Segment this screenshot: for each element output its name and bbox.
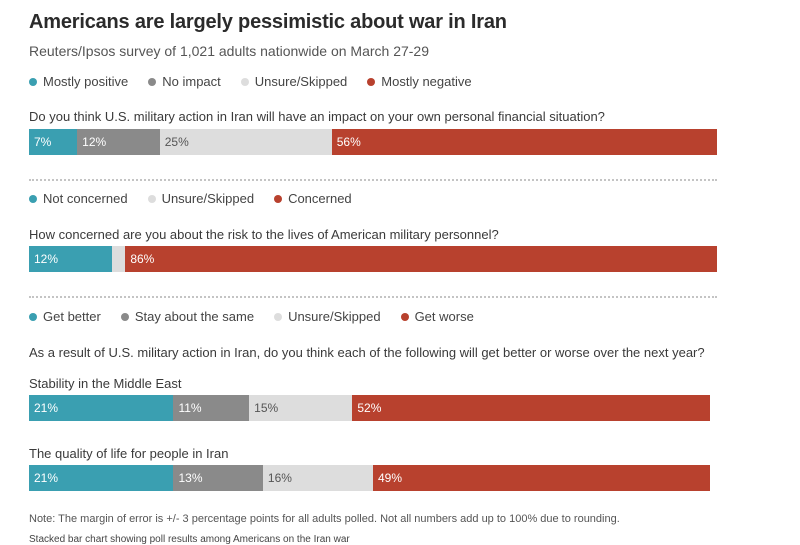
legend-military-concern: Not concerned Unsure/Skipped Concerned <box>29 191 372 206</box>
stacked-bar-financial-impact: 7% 12% 25% 56% <box>29 129 717 155</box>
legend-dot <box>367 77 376 86</box>
bar-value-label: 49% <box>378 471 403 485</box>
legend-dot <box>120 312 129 321</box>
chart-title: Americans are largely pessimistic about … <box>29 11 507 33</box>
legend-item-get-better: Get better <box>29 309 101 324</box>
legend-label: Unsure/Skipped <box>288 309 381 324</box>
legend-item-mostly-negative: Mostly negative <box>367 74 472 89</box>
chart-subtitle: Reuters/Ipsos survey of 1,021 adults nat… <box>29 43 430 59</box>
legend-label: Concerned <box>288 191 352 206</box>
legend-dot <box>147 194 156 203</box>
legend-dot <box>29 194 37 203</box>
legend-dot <box>148 77 157 86</box>
legend-label: Unsure/Skipped <box>254 74 348 89</box>
legend-dot <box>274 194 283 203</box>
bar-value-label: 11% <box>178 401 202 415</box>
legend-item-get-worse: Get worse <box>400 309 474 324</box>
bar-segment-unsure-skipped: 25% <box>159 129 332 155</box>
bar-segment-not-concerned: 12% <box>29 246 112 272</box>
bar-segment-stay-about-the-same: 13% <box>173 465 263 491</box>
sublabel-iran-quality-of-life: The quality of life for people in Iran <box>29 446 229 461</box>
legend-item-unsure: Unsure/Skipped <box>147 191 255 206</box>
legend-label: Not concerned <box>43 191 128 206</box>
bar-segment-unsure-skipped: 15% <box>249 395 353 421</box>
bar-value-label: 25% <box>164 135 189 149</box>
legend-item-not-concerned: Not concerned <box>29 191 128 206</box>
question-financial-impact: Do you think U.S. military action in Ira… <box>29 109 605 124</box>
bar-segment-unsure-skipped <box>111 246 126 272</box>
stacked-bar-iran-quality-of-life: 21% 13% 16% 49% <box>29 465 711 491</box>
stacked-bar-military-concern: 12% 86% <box>29 246 717 272</box>
legend-dot <box>274 312 283 321</box>
bar-segment-unsure-skipped: 16% <box>262 465 373 491</box>
bar-segment-get-better: 21% <box>29 465 174 491</box>
bar-value-label: 52% <box>357 401 382 415</box>
sublabel-middle-east-stability: Stability in the Middle East <box>29 376 182 391</box>
bar-segment-get-worse: 52% <box>352 395 711 421</box>
legend-label: No impact <box>162 74 221 89</box>
bar-segment-no-impact: 12% <box>77 129 160 155</box>
section-divider <box>29 179 717 181</box>
bar-value-label: 12% <box>34 252 59 266</box>
bar-segment-get-better: 21% <box>29 395 174 421</box>
bar-segment-concerned: 86% <box>125 246 717 272</box>
legend-dot <box>240 77 249 86</box>
bar-value-label: 86% <box>130 252 155 266</box>
legend-label: Mostly positive <box>43 74 129 89</box>
legend-label: Mostly negative <box>381 74 472 89</box>
legend-item-stay-same: Stay about the same <box>120 309 255 324</box>
legend-label: Get better <box>43 309 101 324</box>
legend-item-mostly-positive: Mostly positive <box>29 74 128 89</box>
legend-item-unsure: Unsure/Skipped <box>274 309 381 324</box>
legend-label: Get worse <box>414 309 474 324</box>
section-divider <box>29 296 717 298</box>
bar-value-label: 7% <box>34 135 52 149</box>
legend-dot <box>29 312 37 321</box>
bar-segment-stay-about-the-same: 11% <box>173 395 250 421</box>
legend-item-concerned: Concerned <box>274 191 352 206</box>
bar-value-label: 56% <box>336 135 361 149</box>
legend-item-unsure: Unsure/Skipped <box>240 74 348 89</box>
legend-better-worse: Get better Stay about the same Unsure/Sk… <box>29 309 494 324</box>
legend-item-no-impact: No impact <box>148 74 221 89</box>
question-better-worse: As a result of U.S. military action in I… <box>29 345 705 360</box>
bar-value-label: 13% <box>178 471 203 485</box>
footnote: Note: The margin of error is +/- 3 perce… <box>29 513 620 525</box>
bar-value-label: 16% <box>267 471 292 485</box>
legend-label: Unsure/Skipped <box>161 191 255 206</box>
bar-value-label: 21% <box>34 401 59 415</box>
bar-segment-mostly-positive: 7% <box>29 129 78 155</box>
legend-financial-impact: Mostly positive No impact Unsure/Skipped… <box>29 74 492 89</box>
bar-segment-mostly-negative: 56% <box>331 129 717 155</box>
bar-value-label: 15% <box>254 401 279 415</box>
question-military-concern: How concerned are you about the risk to … <box>29 227 499 242</box>
legend-label: Stay about the same <box>134 309 255 324</box>
bar-segment-get-worse: 49% <box>373 465 711 491</box>
bar-value-label: 21% <box>34 471 59 485</box>
bar-value-label: 12% <box>82 135 107 149</box>
legend-dot <box>29 77 37 86</box>
legend-dot <box>400 312 409 321</box>
stacked-bar-middle-east-stability: 21% 11% 15% 52% <box>29 395 711 421</box>
